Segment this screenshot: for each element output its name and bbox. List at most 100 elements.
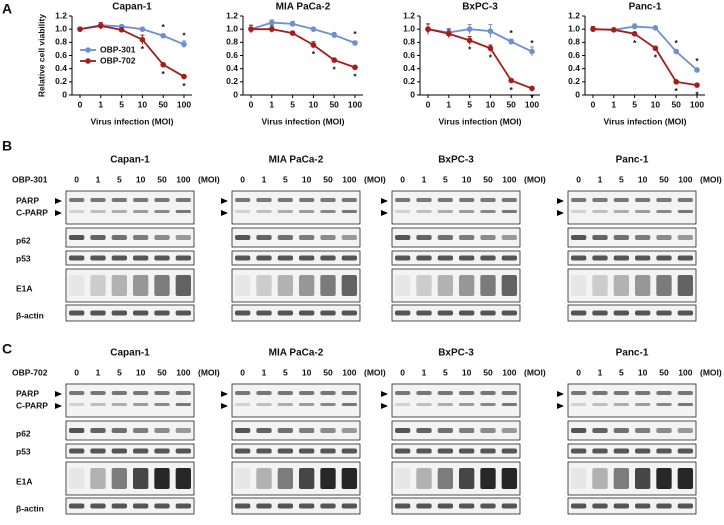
x-axis-title: Virus infection (MOI)	[91, 116, 174, 126]
dose-label: 1	[96, 367, 101, 377]
band	[69, 428, 85, 433]
band	[235, 210, 251, 213]
y-tick-label: 0	[410, 89, 415, 99]
y-tick-label: 0.4	[55, 63, 67, 73]
band	[501, 275, 517, 296]
y-axis-title: Relative cell viability	[36, 14, 46, 97]
arrowhead	[557, 210, 564, 216]
dose-label: 10	[638, 367, 648, 377]
dose-label: 50	[483, 174, 493, 184]
band	[677, 448, 693, 454]
dose-label: 10	[302, 367, 312, 377]
band	[480, 310, 496, 316]
band	[320, 198, 336, 202]
row-label: C-PARP	[16, 400, 48, 410]
band	[592, 468, 608, 489]
band	[69, 310, 85, 316]
band	[656, 391, 672, 395]
arrowhead	[221, 210, 228, 216]
band	[592, 503, 608, 509]
band	[677, 391, 693, 395]
blot-box	[231, 250, 361, 266]
band	[571, 235, 587, 240]
x-tick-label: 50	[158, 99, 168, 109]
row-label: β-actin	[16, 310, 44, 320]
band	[277, 255, 293, 261]
y-tick-label: 1.0	[403, 23, 415, 33]
x-tick-label: 5	[290, 99, 295, 109]
significance-star: *	[489, 53, 493, 63]
band	[571, 198, 587, 202]
row-label: p62	[16, 428, 31, 438]
band	[677, 403, 693, 406]
dose-label: 0	[74, 367, 79, 377]
blot-box	[391, 383, 521, 418]
series-line	[427, 28, 533, 53]
dose-label: 50	[157, 174, 167, 184]
band	[437, 448, 453, 454]
band	[299, 503, 315, 509]
band	[635, 468, 651, 489]
band	[320, 255, 336, 261]
band	[592, 275, 608, 296]
series-line	[79, 24, 185, 78]
blot-box	[231, 443, 361, 459]
arrowhead	[381, 198, 388, 204]
band	[480, 403, 496, 406]
band	[592, 448, 608, 454]
blot-box	[65, 383, 195, 418]
significance-star: *	[695, 56, 699, 66]
band	[277, 235, 293, 240]
arrowhead	[557, 198, 564, 204]
band	[175, 428, 191, 433]
blot-box	[231, 497, 361, 515]
data-point	[181, 41, 187, 48]
blot-box	[65, 497, 195, 515]
blot-box	[231, 383, 361, 418]
band	[613, 428, 629, 433]
series-line	[250, 21, 356, 44]
band	[90, 275, 106, 296]
band	[154, 255, 170, 261]
significance-star: *	[675, 86, 679, 96]
x-tick-label: 50	[329, 99, 339, 109]
y-tick-label: 0.6	[55, 50, 67, 60]
band	[459, 403, 475, 406]
chart-title: Panc-1	[629, 2, 662, 13]
blot-box	[567, 420, 697, 441]
legend-marker	[85, 58, 91, 64]
row-label: p53	[16, 253, 31, 263]
band	[635, 198, 651, 202]
band	[341, 198, 357, 202]
data-point	[352, 64, 358, 71]
x-tick-label: 0	[426, 99, 431, 109]
band	[235, 428, 251, 433]
band	[395, 310, 411, 316]
blot-box	[391, 304, 521, 322]
band	[175, 210, 191, 213]
band	[571, 391, 587, 395]
band	[635, 310, 651, 316]
row-label: C-PARP	[16, 207, 48, 217]
significance-star: *	[312, 49, 316, 59]
x-axis-title: Virus infection (MOI)	[439, 116, 522, 126]
band	[69, 403, 85, 406]
significance-star: *	[162, 69, 166, 79]
band	[416, 448, 432, 454]
series-line	[592, 25, 698, 71]
dose-label: 100	[342, 174, 356, 184]
band	[501, 210, 517, 213]
band	[677, 310, 693, 316]
band	[235, 503, 251, 509]
blot-box	[567, 227, 697, 248]
significance-star: *	[141, 44, 145, 54]
band	[256, 310, 272, 316]
band	[416, 428, 432, 433]
band	[133, 275, 149, 296]
dose-label: 50	[157, 367, 167, 377]
arrowhead	[557, 391, 564, 397]
cell-line-label: MIA PaCa-2	[269, 348, 324, 359]
dose-label: 0	[576, 174, 581, 184]
band	[480, 503, 496, 509]
band	[613, 310, 629, 316]
